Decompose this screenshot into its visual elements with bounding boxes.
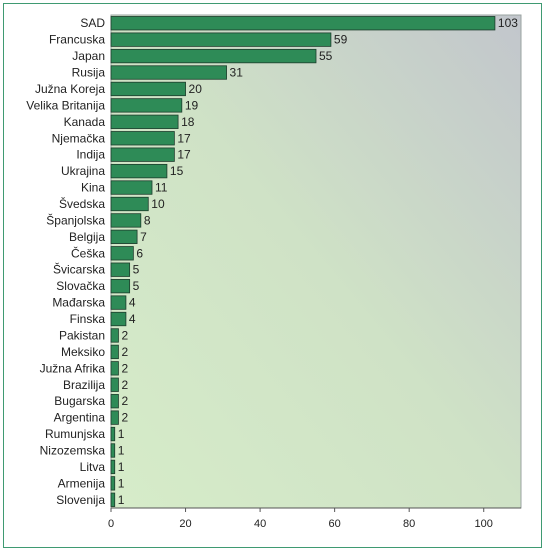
- bar-15: [110, 262, 131, 277]
- value-label: 5: [133, 263, 140, 277]
- category-label: Nizozemska: [40, 443, 106, 457]
- category-label: SAD: [80, 16, 105, 30]
- bar-5: [110, 98, 183, 113]
- bar-1: [110, 32, 332, 47]
- bar-6: [110, 114, 179, 129]
- bar-28: [110, 476, 116, 491]
- category-label: Pakistan: [59, 328, 105, 342]
- bar-13: [110, 229, 138, 244]
- bar-22: [110, 377, 119, 392]
- bar-4: [110, 81, 186, 97]
- bar-12: [110, 213, 142, 228]
- category-label: Brazilija: [63, 378, 105, 392]
- value-label: 2: [121, 361, 128, 375]
- chart-frame: SAD Francuska Japan Rusija Južna Koreja Velik…: [3, 3, 542, 548]
- value-label: 17: [177, 148, 191, 162]
- x-tick-label: 20: [179, 518, 191, 530]
- category-label: Kina: [81, 181, 105, 195]
- bar-17: [110, 295, 127, 310]
- value-label: 20: [189, 82, 203, 96]
- category-label: Češka: [71, 245, 105, 260]
- bar-0: [110, 16, 496, 31]
- value-label: 18: [181, 115, 195, 129]
- category-label: Slovenija: [56, 493, 105, 507]
- bar-7: [110, 131, 175, 146]
- value-label: 103: [498, 16, 518, 30]
- bar-24: [110, 410, 119, 425]
- value-label: 19: [185, 98, 199, 112]
- value-label: 10: [151, 197, 165, 211]
- category-label: Japan: [72, 49, 105, 63]
- category-label: Finska: [70, 312, 106, 326]
- bar-20: [110, 344, 119, 360]
- value-label: 5: [133, 279, 140, 293]
- value-label: 15: [170, 164, 184, 178]
- value-label: 55: [319, 49, 333, 63]
- bar-3: [110, 65, 227, 80]
- bar-11: [110, 196, 149, 212]
- category-label: Indija: [76, 148, 105, 162]
- value-label: 11: [155, 181, 168, 195]
- category-label: Rusija: [72, 66, 106, 80]
- value-label: 1: [118, 493, 125, 507]
- category-label: Švicarska: [53, 262, 105, 277]
- value-label: 17: [177, 131, 191, 145]
- category-label: Slovačka: [56, 279, 105, 293]
- plot-area: [110, 14, 522, 509]
- bar-21: [110, 361, 119, 376]
- bar-14: [110, 246, 134, 261]
- bar-chart: SAD Francuska Japan Rusija Južna Koreja Velik…: [26, 14, 522, 530]
- value-label: 1: [118, 427, 125, 441]
- bar-25: [110, 426, 116, 442]
- bar-29: [110, 492, 116, 507]
- bar-27: [110, 459, 116, 475]
- category-label: Armenija: [58, 476, 106, 490]
- value-label: 2: [121, 394, 128, 408]
- category-label: Francuska: [49, 33, 105, 47]
- value-label: 6: [136, 246, 143, 260]
- value-label: 1: [118, 443, 125, 457]
- bar-19: [110, 328, 119, 343]
- x-tick-label: 100: [475, 518, 493, 530]
- category-label: Belgija: [69, 230, 105, 244]
- category-label: Njemačka: [52, 131, 106, 145]
- category-label: Švedska: [59, 196, 105, 211]
- x-tick-label: 0: [108, 518, 114, 530]
- value-label: 2: [121, 328, 128, 342]
- category-label: Argentina: [54, 411, 106, 425]
- bar-8: [110, 147, 175, 162]
- value-label: 4: [129, 296, 136, 310]
- value-label: 31: [230, 66, 244, 80]
- value-label: 4: [129, 312, 136, 326]
- category-label: Rumunjska: [45, 427, 105, 441]
- bar-9: [110, 163, 168, 179]
- x-tick-label: 60: [329, 518, 341, 530]
- value-label: 2: [121, 345, 128, 359]
- category-label: Mađarska: [52, 296, 105, 310]
- category-label: Bugarska: [54, 394, 105, 408]
- bar-16: [110, 279, 131, 294]
- x-tick-label: 40: [254, 518, 266, 530]
- bar-10: [110, 180, 153, 195]
- category-label: Meksiko: [61, 345, 105, 359]
- category-label: Kanada: [64, 115, 106, 129]
- category-label: Litva: [80, 460, 106, 474]
- category-label: Ukrajina: [61, 164, 105, 178]
- x-tick-label: 80: [403, 518, 415, 530]
- value-label: 1: [118, 476, 125, 490]
- bar-23: [110, 394, 119, 409]
- category-label: Španjolska: [46, 212, 105, 227]
- value-label: 1: [118, 460, 125, 474]
- bar-2: [110, 48, 317, 64]
- value-label: 2: [121, 411, 128, 425]
- value-label: 7: [140, 230, 147, 244]
- value-label: 59: [334, 33, 348, 47]
- category-label: Južna Afrika: [40, 361, 106, 375]
- value-label: 2: [121, 378, 128, 392]
- category-label: Velika Britanija: [26, 98, 105, 112]
- bar-26: [110, 443, 116, 458]
- category-label: Južna Koreja: [35, 82, 105, 96]
- bar-18: [110, 311, 127, 327]
- value-label: 8: [144, 213, 151, 227]
